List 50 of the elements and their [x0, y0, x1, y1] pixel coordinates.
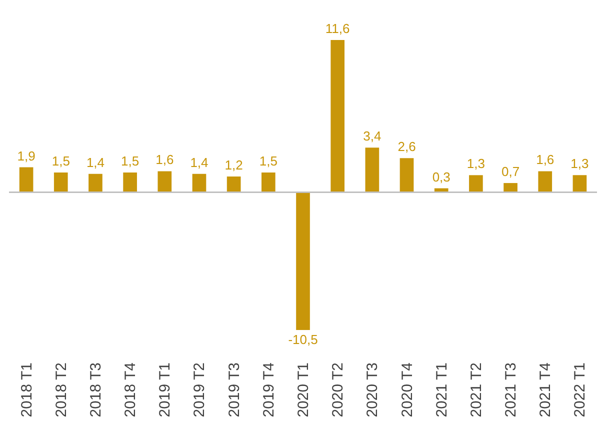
data-label: 1,6	[156, 152, 174, 168]
x-tick-label: 2018 T4	[122, 362, 140, 418]
x-tick-label: 2019 T2	[191, 362, 208, 418]
x-tick-label: 2020 T3	[364, 362, 382, 418]
x-tick-label: 2018 T2	[52, 362, 70, 418]
x-tick-label: 2021 T1	[433, 362, 450, 418]
x-tick-label: 2019 T1	[156, 362, 174, 418]
data-label: 3,4	[363, 128, 382, 144]
data-label: 1,2	[224, 157, 243, 172]
bar	[192, 174, 206, 192]
bar	[504, 183, 518, 192]
data-label: 2,6	[398, 139, 416, 154]
bar	[469, 175, 483, 192]
data-label: 1,3	[466, 156, 485, 172]
bar	[123, 172, 137, 192]
bar	[226, 176, 241, 192]
bar	[330, 40, 345, 192]
bar	[572, 175, 587, 192]
x-tick-label: 2018 T1	[18, 362, 36, 418]
x-tick-label: 2020 T1	[295, 362, 312, 418]
data-label: 1,3	[570, 156, 589, 172]
x-tick-label: 2019 T4	[260, 362, 278, 418]
x-tick-label: 2022 T1	[572, 362, 589, 418]
x-tick-label: 2020 T2	[330, 362, 347, 418]
bar	[261, 172, 276, 192]
data-label: 1,5	[121, 154, 140, 169]
x-tick-label: 2021 T3	[502, 362, 520, 418]
data-label: 1,5	[52, 154, 70, 169]
data-label: 1,4	[190, 154, 208, 170]
data-label: 1,6	[536, 152, 554, 168]
bar	[158, 171, 172, 192]
data-label: 11,6	[325, 21, 350, 36]
data-label: 1,9	[17, 148, 36, 164]
x-tick-label: 2021 T2	[468, 362, 485, 418]
data-label: 0,3	[432, 169, 450, 184]
x-tick-label: 2018 T3	[87, 362, 104, 418]
data-label: -10,5	[288, 332, 318, 347]
bar	[19, 167, 34, 192]
data-label: 1,5	[259, 154, 278, 169]
bar	[296, 192, 310, 330]
bar	[88, 174, 102, 192]
x-tick-label: 2021 T4	[537, 362, 554, 418]
bar	[365, 148, 380, 192]
bar	[54, 172, 68, 192]
data-label: 1,4	[86, 154, 105, 170]
x-tick-label: 2020 T4	[398, 362, 416, 418]
x-tick-label: 2019 T3	[226, 362, 243, 418]
data-label: 0,7	[501, 164, 520, 180]
bar	[538, 171, 552, 192]
bar	[400, 158, 414, 192]
